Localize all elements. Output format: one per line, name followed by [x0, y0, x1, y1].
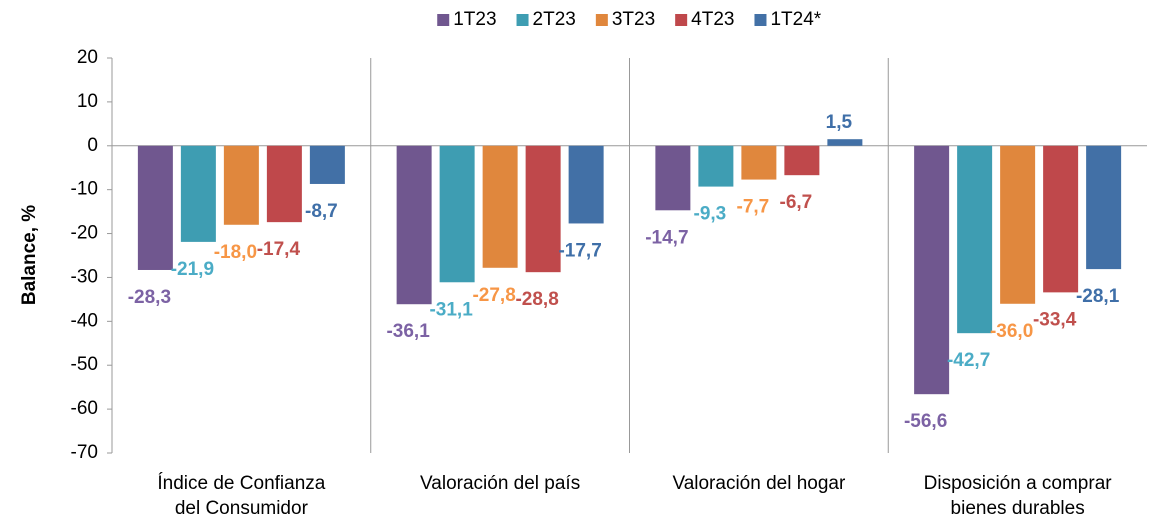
bar: [957, 145, 993, 334]
value-label: -36,0: [990, 321, 1033, 342]
y-tick-label: -10: [71, 179, 98, 200]
value-label: -28,3: [128, 287, 171, 308]
bar: [309, 145, 345, 184]
legend-label: 4T23: [691, 9, 734, 30]
bar: [180, 145, 216, 242]
value-label: -31,1: [429, 299, 473, 320]
bar: [525, 145, 561, 273]
value-label: -7,7: [737, 197, 770, 218]
value-label: -8,7: [305, 201, 338, 222]
bar: [655, 145, 691, 211]
bar: [266, 145, 302, 223]
bar: [396, 145, 432, 305]
legend-item: 2T23: [516, 9, 576, 30]
value-label: -9,3: [694, 204, 727, 225]
bar: [784, 145, 820, 176]
value-label: -28,1: [1076, 286, 1120, 307]
bar: [698, 145, 734, 187]
legend-swatch: [437, 14, 450, 26]
x-tick-label: del Consumidor: [175, 498, 309, 519]
y-tick-label: -60: [71, 398, 98, 419]
x-tick-label: Índice de Confianza: [157, 473, 325, 494]
value-label: -18,0: [214, 242, 257, 263]
bar: [827, 139, 863, 146]
y-tick-label: -20: [71, 223, 98, 244]
bar: [1086, 145, 1122, 270]
bar: [482, 145, 518, 268]
value-label: -33,4: [1033, 309, 1077, 330]
y-tick-label: 10: [77, 91, 98, 112]
x-tick-label: bienes durables: [951, 498, 1085, 519]
value-label: -56,6: [904, 411, 947, 432]
y-axis-label: Balance, %: [19, 205, 40, 305]
legend-item: 1T24*: [754, 9, 822, 30]
legend-item: 1T23: [437, 9, 497, 30]
value-label: -17,4: [257, 239, 301, 260]
legend-swatch: [516, 14, 529, 26]
y-tick-label: 0: [87, 135, 98, 156]
value-label: -27,8: [472, 285, 515, 306]
x-tick-label: Valoración del hogar: [672, 473, 846, 494]
legend-label: 1T23: [453, 9, 496, 30]
value-label: -14,7: [645, 227, 688, 248]
legend-item: 4T23: [675, 9, 734, 30]
bar: [439, 145, 475, 283]
bar: [568, 145, 604, 224]
bar: [1000, 145, 1036, 304]
legend-item: 3T23: [595, 9, 655, 30]
x-tick-label: Disposición a comprar: [924, 473, 1113, 494]
value-label: -21,9: [171, 259, 214, 280]
legend-swatch: [675, 14, 688, 26]
y-tick-label: -30: [71, 266, 98, 287]
bar: [1043, 145, 1079, 293]
x-tick-label: Valoración del país: [420, 473, 580, 494]
legend-label: 1T24*: [770, 9, 821, 30]
legend-label: 3T23: [612, 9, 655, 30]
value-label: 1,5: [826, 112, 853, 133]
bar: [223, 145, 259, 225]
value-label: -6,7: [780, 192, 813, 213]
value-label: -42,7: [947, 350, 990, 371]
bar: [741, 145, 777, 180]
legend: 1T23 2T23 3T23 4T23 1T24*: [437, 9, 822, 30]
y-tick-label: -40: [71, 310, 98, 331]
legend-swatch: [754, 14, 767, 26]
value-label: -28,8: [515, 289, 558, 310]
y-tick-label: -70: [71, 442, 98, 463]
y-tick-label: 20: [77, 47, 98, 68]
y-tick-label: -50: [71, 354, 98, 375]
legend-label: 2T23: [533, 9, 576, 30]
legend-swatch: [595, 14, 608, 26]
bar: [914, 145, 950, 395]
bar: [137, 145, 173, 270]
value-label: -36,1: [386, 321, 430, 342]
value-label: -17,7: [558, 240, 601, 261]
